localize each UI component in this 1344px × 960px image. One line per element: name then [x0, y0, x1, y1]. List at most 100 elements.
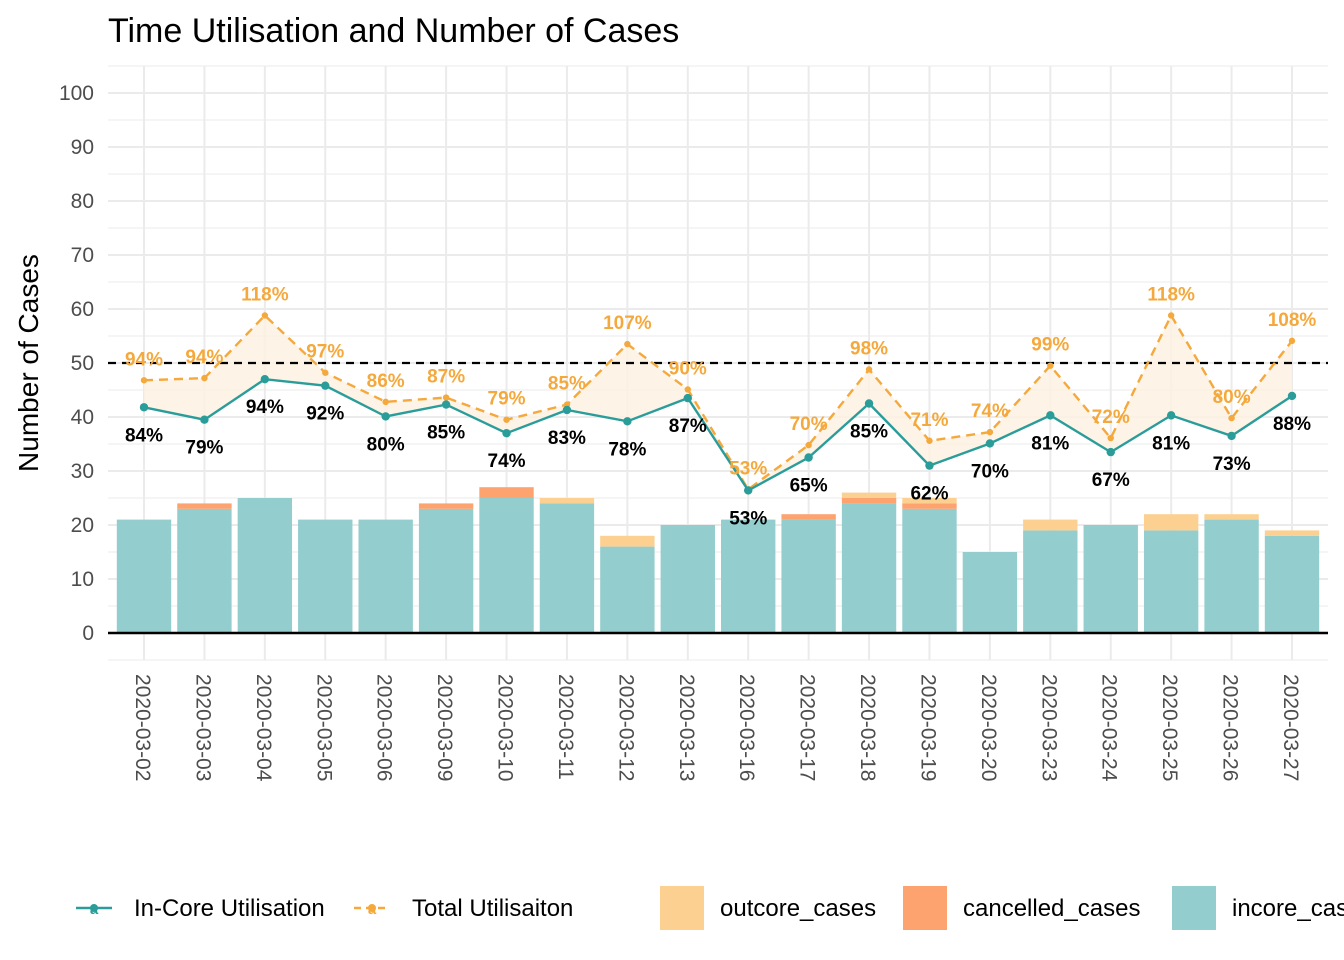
total-utilisation-label: 85% — [548, 374, 586, 395]
incore-utilisation-line — [143, 377, 1293, 493]
total-utilisation-label: 107% — [603, 313, 652, 334]
x-tick-label: 2020-03-20 — [977, 674, 1000, 781]
total-utilisation-point — [140, 377, 148, 384]
incore-utilisation-point — [1287, 391, 1297, 401]
y-axis-label: Number of Cases — [13, 254, 44, 472]
bar-incore-cases — [1083, 525, 1138, 633]
bar-outcore-cases — [600, 535, 655, 547]
x-tick-label: 2020-03-10 — [494, 674, 517, 781]
x-tick-label: 2020-03-12 — [614, 674, 637, 781]
incore-utilisation-label: 53% — [729, 508, 767, 529]
legend-point-key — [368, 904, 376, 912]
total-utilisation-point — [684, 386, 691, 393]
total-utilisation-point — [624, 340, 631, 348]
bar-outcore-cases — [539, 498, 595, 504]
total-utilisation-label: 98% — [850, 338, 888, 359]
legend-glyph-key: a — [368, 901, 377, 918]
incore-utilisation-point — [1227, 431, 1236, 441]
x-tick-label: 2020-03-05 — [312, 674, 335, 781]
incore-utilisation-point — [260, 375, 270, 384]
total-utilisation-point — [1107, 434, 1114, 442]
y-tick-label: 70 — [71, 244, 94, 267]
total-utilisation-label: 94% — [185, 347, 223, 368]
total-utilisation-label: 118% — [241, 284, 289, 305]
total-utilisation-label: 70% — [790, 414, 828, 435]
bar-incore-cases — [479, 498, 534, 633]
incore-utilisation-label: 73% — [1213, 454, 1251, 475]
axes — [108, 361, 1328, 635]
incore-utilisation-label: 81% — [1152, 433, 1190, 454]
legend-swatch — [903, 886, 947, 930]
x-tick-label: 2020-03-17 — [796, 674, 819, 781]
bar-incore-cases — [1264, 535, 1320, 633]
y-tick-label: 80 — [71, 190, 94, 213]
bar-incore-cases — [1204, 519, 1259, 633]
y-tick-label: 100 — [59, 82, 94, 105]
y-tick-label: 10 — [71, 568, 94, 591]
legend-glyph-key: a — [90, 901, 99, 918]
y-ticks: 0 10 20 30 40 50 60 70 80 90 100 — [59, 82, 94, 645]
x-tick-label: 2020-03-02 — [131, 674, 154, 781]
incore-utilisation-label: 74% — [488, 451, 526, 472]
incore-utilisation-label: 87% — [669, 416, 707, 437]
total-utilisation-label: 86% — [367, 371, 405, 392]
bars — [116, 487, 1320, 633]
bar-cancelled-cases — [177, 503, 232, 509]
bar-cancelled-cases — [841, 498, 897, 504]
incore-utilisation-point — [200, 415, 209, 424]
bar-outcore-cases — [1204, 514, 1259, 520]
y-tick-label: 60 — [71, 298, 94, 321]
incore-utilisation-label: 79% — [185, 438, 223, 459]
x-tick-label: 2020-03-04 — [252, 674, 275, 782]
bar-incore-cases — [177, 508, 232, 633]
total-utilisation-point — [1228, 414, 1235, 422]
x-tick-label: 2020-03-16 — [735, 674, 758, 781]
total-utilisation-label: 87% — [427, 367, 465, 388]
incore-utilisation-point — [985, 439, 995, 448]
total-utilisation-point — [503, 416, 510, 423]
total-utilisation-point — [1047, 362, 1054, 369]
incore-utilisation-point — [562, 405, 572, 415]
total-utilisation-point — [986, 428, 994, 436]
bar-incore-cases — [660, 525, 715, 633]
bar-cancelled-cases — [479, 487, 534, 498]
total-utilisation-label: 90% — [669, 358, 707, 379]
x-ticks: 2020-03-02 2020-03-03 2020-03-04 2020-03-05… — [131, 674, 1302, 782]
bar-outcore-cases — [902, 498, 957, 504]
incore-utilisation-point — [1166, 411, 1176, 420]
bar-cancelled-cases — [902, 503, 957, 509]
incore-utilisation-label: 65% — [790, 476, 828, 497]
incore-utilisation-point — [804, 453, 813, 462]
incore-utilisation-point — [441, 400, 451, 409]
legend-swatch — [660, 886, 704, 930]
total-utilisation-point — [201, 374, 208, 382]
bar-incore-cases — [358, 519, 413, 633]
total-utilisation-point — [865, 366, 873, 373]
total-utilisation-point — [261, 312, 269, 319]
total-utilisation-point — [382, 398, 389, 406]
total-utilisation-point — [1167, 312, 1175, 319]
legend-label: Total Utilisaiton — [412, 895, 573, 922]
total-utilisation-label: 94% — [125, 349, 163, 370]
utilisation-lines — [139, 312, 1297, 495]
legend-swatch — [1172, 886, 1216, 930]
bar-cancelled-cases — [418, 503, 474, 509]
bar-cancelled-cases — [781, 514, 836, 520]
data-labels: 94% 94% 118% 97% 86% 87% 79% 85% 107% 90% 53% 70% 98… — [125, 284, 1316, 529]
bar-incore-cases — [539, 503, 595, 633]
total-utilisation-label: 72% — [1092, 407, 1130, 428]
x-tick-label: 2020-03-27 — [1279, 674, 1302, 781]
x-tick-label: 2020-03-25 — [1158, 674, 1181, 781]
x-tick-label: 2020-03-11 — [554, 674, 577, 780]
x-tick-label: 2020-03-13 — [675, 674, 698, 781]
incore-utilisation-point — [321, 381, 330, 390]
incore-utilisation-point — [1046, 411, 1055, 420]
legend: a In-Core Utilisation a Total Utilisaiton ou… — [76, 886, 1344, 930]
total-utilisation-point — [1288, 337, 1296, 345]
bar-incore-cases — [600, 546, 655, 633]
bar-outcore-cases — [1023, 519, 1078, 531]
incore-utilisation-label: 85% — [427, 423, 465, 444]
bar-incore-cases — [962, 552, 1018, 633]
x-tick-label: 2020-03-24 — [1098, 674, 1121, 782]
